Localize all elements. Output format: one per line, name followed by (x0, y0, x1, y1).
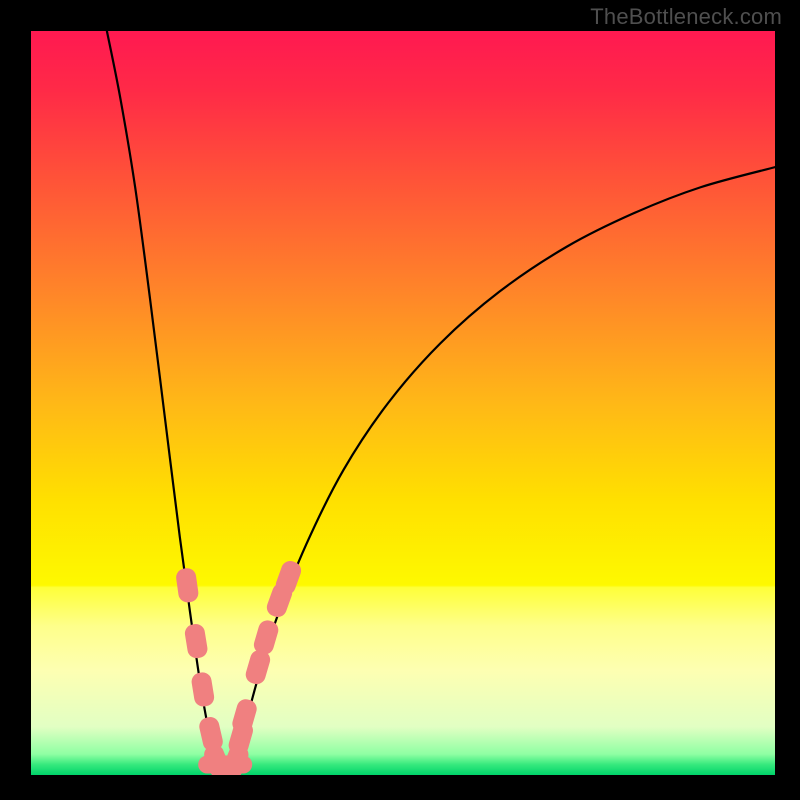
curve-marker (175, 567, 200, 603)
curve-marker-bottom (198, 756, 252, 774)
figure-root: TheBottleneck.com (0, 0, 800, 800)
plot-area (31, 31, 775, 775)
curve-marker (184, 623, 209, 660)
curve-markers (175, 558, 304, 775)
curve-marker (190, 671, 215, 708)
curve-right (226, 167, 775, 775)
watermark-text: TheBottleneck.com (590, 4, 782, 30)
bottleneck-curve-chart (31, 31, 775, 775)
curve-left (107, 31, 226, 775)
